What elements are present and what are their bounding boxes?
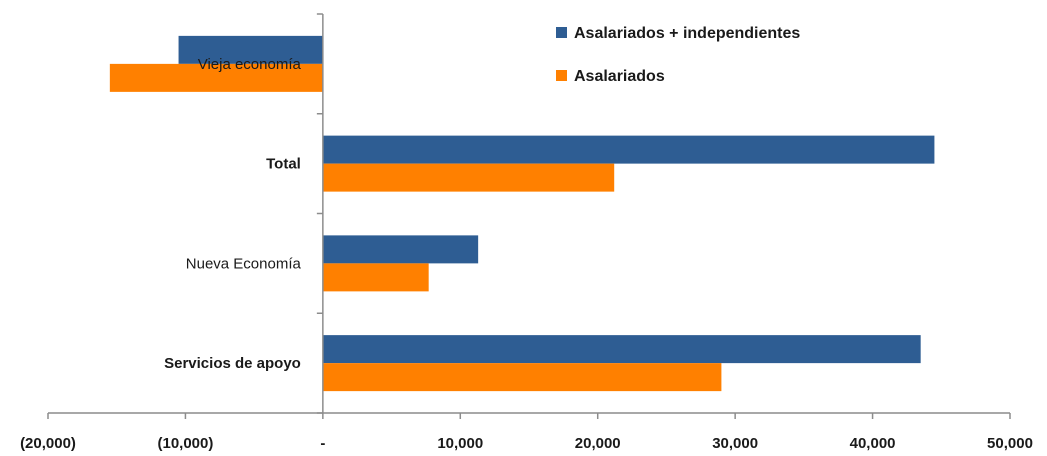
x-tick-label: 20,000 xyxy=(575,435,621,452)
category-labels-group: Vieja economía Total Nueva Economía Servici… xyxy=(164,56,301,372)
legend-swatch-asalariados-independientes xyxy=(556,27,567,38)
tick-labels-group: (20,000) (10,000) - 10,000 20,000 30,000 40,00… xyxy=(20,435,1033,452)
bar-asalariados-independientes-nueva-economia xyxy=(322,235,479,264)
bars-group xyxy=(109,35,935,392)
x-tick-label: 10,000 xyxy=(437,435,483,452)
bar-asalariados-nueva-economia xyxy=(322,263,429,292)
bar-asalariados-independientes-vieja-economia xyxy=(178,35,323,64)
bar-asalariados-vieja-economia xyxy=(109,63,323,92)
legend: Asalariados + independientes Asalariados xyxy=(556,25,800,85)
x-tick-label: 30,000 xyxy=(712,435,758,452)
axes-group xyxy=(47,13,1011,419)
legend-swatch-asalariados xyxy=(556,70,567,81)
category-label-vieja-economia: Vieja economía xyxy=(198,56,302,73)
x-tick-label: (20,000) xyxy=(20,435,76,452)
legend-label-asalariados: Asalariados xyxy=(574,68,665,85)
category-label-total: Total xyxy=(266,156,301,173)
bar-asalariados-independientes-total xyxy=(322,135,935,164)
legend-label-asalariados-independientes: Asalariados + independientes xyxy=(574,25,800,42)
category-label-nueva-economia: Nueva Economía xyxy=(186,255,302,272)
bar-asalariados-total xyxy=(322,163,615,192)
x-tick-label: 40,000 xyxy=(850,435,896,452)
category-label-servicios-de-apoyo: Servicios de apoyo xyxy=(164,355,301,372)
bar-asalariados-servicios-de-apoyo xyxy=(322,363,722,392)
bar-asalariados-independientes-servicios-de-apoyo xyxy=(322,335,921,364)
x-tick-label: 50,000 xyxy=(987,435,1033,452)
x-tick-label: (10,000) xyxy=(157,435,213,452)
x-tick-label: - xyxy=(320,435,325,452)
